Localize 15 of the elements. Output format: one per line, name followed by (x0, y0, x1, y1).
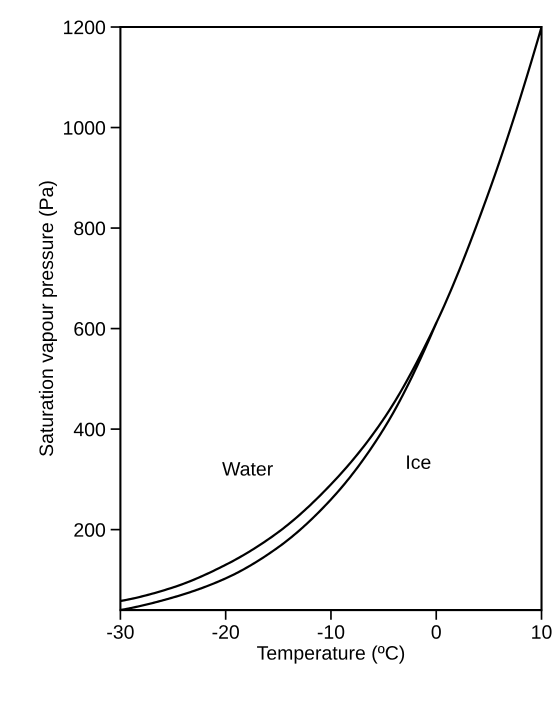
series-label: Ice (407, 455, 430, 470)
x-tick-label: 10 (532, 625, 552, 639)
x-tick-label: -30 (107, 625, 134, 639)
y-tick-label: 800 (74, 222, 106, 236)
x-tick-label: 0 (432, 625, 441, 639)
x-axis-title: Temperature (ºC) (257, 646, 404, 664)
x-tick-label: -10 (318, 625, 344, 639)
y-tick-label: 400 (74, 422, 106, 436)
y-tick-label: 1200 (64, 20, 106, 34)
y-tick-label: 200 (74, 523, 106, 537)
y-tick-label: 600 (74, 322, 106, 336)
y-axis-title: Saturation vapour pressure (Pa) (38, 181, 58, 456)
text: Water (222, 462, 273, 476)
x-tick-label: -20 (212, 625, 239, 639)
y-tick-label: 1000 (64, 121, 106, 135)
